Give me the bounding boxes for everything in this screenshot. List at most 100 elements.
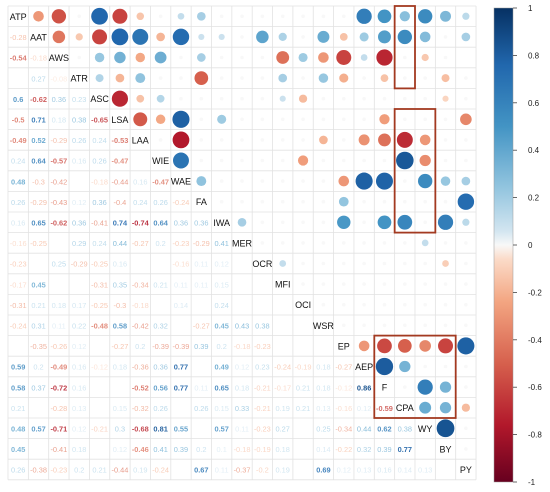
corr-circle	[217, 114, 227, 124]
corr-circle	[219, 179, 224, 183]
highlight-box	[393, 108, 437, 234]
corr-value-label: 0.21	[296, 404, 310, 413]
corr-value-label: 0.11	[235, 425, 249, 434]
corr-circle	[360, 54, 368, 61]
variable-label-aws: AWS	[49, 53, 69, 63]
corr-circle	[301, 35, 305, 39]
corr-circle	[172, 152, 189, 169]
corr-circle	[321, 117, 326, 122]
corr-value-label: 0.12	[113, 445, 127, 454]
corr-value-label: -0.39	[173, 342, 190, 351]
corr-circle	[399, 360, 411, 373]
corr-circle	[362, 158, 366, 163]
corr-circle	[341, 117, 346, 122]
corr-circle	[362, 302, 366, 307]
corr-circle	[403, 117, 407, 122]
corr-circle	[318, 52, 329, 63]
corr-value-label: 0.18	[52, 301, 66, 310]
corr-circle	[443, 323, 448, 328]
corr-value-label: 0.13	[418, 466, 432, 475]
corr-circle	[362, 261, 366, 266]
corr-value-label: 0.36	[92, 198, 106, 207]
corr-circle	[172, 28, 190, 46]
corr-value-label: -0.17	[10, 280, 27, 289]
corr-value-label: 0.12	[235, 363, 249, 372]
corr-value-label: -0.25	[91, 260, 108, 269]
corr-value-label: 0.74	[113, 219, 128, 228]
corr-circle	[403, 323, 407, 328]
corr-circle	[403, 302, 407, 307]
corr-value-label: -0.3	[114, 301, 127, 310]
corr-value-label: 0.48	[11, 177, 25, 186]
corr-circle	[194, 71, 209, 85]
corr-value-label: -0.18	[234, 445, 251, 454]
corr-value-label: 0.18	[235, 383, 249, 392]
corr-circle	[436, 419, 455, 438]
variable-label-py: PY	[460, 465, 472, 475]
corr-circle	[423, 323, 427, 328]
corr-circle	[276, 51, 290, 64]
corr-value-label: -0.49	[10, 136, 27, 145]
corr-circle	[280, 14, 285, 19]
corr-circle	[133, 112, 148, 127]
corr-circle	[321, 302, 326, 307]
variable-label-cpa: CPA	[396, 403, 414, 413]
corr-circle	[443, 55, 448, 60]
corr-value-label: 0.2	[33, 363, 43, 372]
corr-circle	[417, 379, 433, 395]
corr-value-label: -0.21	[254, 383, 271, 392]
corr-circle	[440, 10, 452, 22]
corr-value-label: -0.42	[50, 177, 67, 186]
corr-value-label: 0.31	[31, 322, 45, 331]
corr-circle	[396, 131, 413, 148]
corr-circle	[172, 131, 190, 149]
corr-circle	[377, 9, 392, 24]
corr-circle	[341, 241, 346, 245]
corr-value-label: -0.4	[114, 198, 127, 207]
corr-circle	[260, 179, 265, 183]
corr-circle	[341, 261, 346, 266]
corr-circle	[135, 52, 146, 63]
corr-circle	[51, 9, 67, 24]
corr-circle	[77, 14, 82, 19]
variable-label-mer: MER	[232, 238, 253, 248]
corr-circle	[419, 31, 431, 43]
corr-circle	[443, 364, 448, 369]
corr-circle	[52, 30, 66, 44]
corr-value-label: 0.16	[11, 219, 25, 228]
corr-circle	[279, 260, 287, 267]
corr-value-label: 0.86	[357, 383, 371, 392]
corr-value-label: 0.81	[153, 425, 167, 434]
corr-value-label: -0.35	[30, 342, 47, 351]
corr-value-label: -0.31	[91, 280, 108, 289]
corr-value-label: -0.47	[152, 177, 169, 186]
corr-circle	[321, 158, 326, 163]
corr-value-label: 0.22	[72, 322, 86, 331]
corr-value-label: 0.19	[276, 466, 290, 475]
corr-circle	[464, 158, 468, 163]
corr-circle	[301, 241, 305, 245]
corr-circle	[218, 33, 225, 40]
corr-value-label: 0.69	[316, 466, 330, 475]
corr-value-label: 0.11	[215, 466, 229, 475]
corr-circle	[336, 50, 352, 65]
corr-circle	[439, 402, 452, 414]
corr-value-label: 0.2	[155, 239, 165, 248]
corr-circle	[341, 282, 346, 286]
corr-value-label: 0.39	[174, 445, 188, 454]
corr-value-label: 0.26	[72, 136, 86, 145]
corr-value-label: 0.13	[72, 404, 86, 413]
variable-label-ep: EP	[338, 341, 350, 351]
corr-circle	[341, 138, 346, 142]
corr-circle	[179, 96, 183, 101]
corr-circle	[382, 282, 387, 286]
corr-circle	[240, 179, 244, 183]
corr-value-label: 0.11	[52, 322, 66, 331]
corr-circle	[439, 381, 452, 393]
corr-value-label: -0.46	[132, 445, 149, 454]
colorbar-tick-label: -1	[528, 478, 536, 487]
corr-circle	[94, 52, 105, 63]
corr-value-label: -0.72	[50, 383, 67, 392]
corr-value-label: -0.24	[10, 322, 27, 331]
